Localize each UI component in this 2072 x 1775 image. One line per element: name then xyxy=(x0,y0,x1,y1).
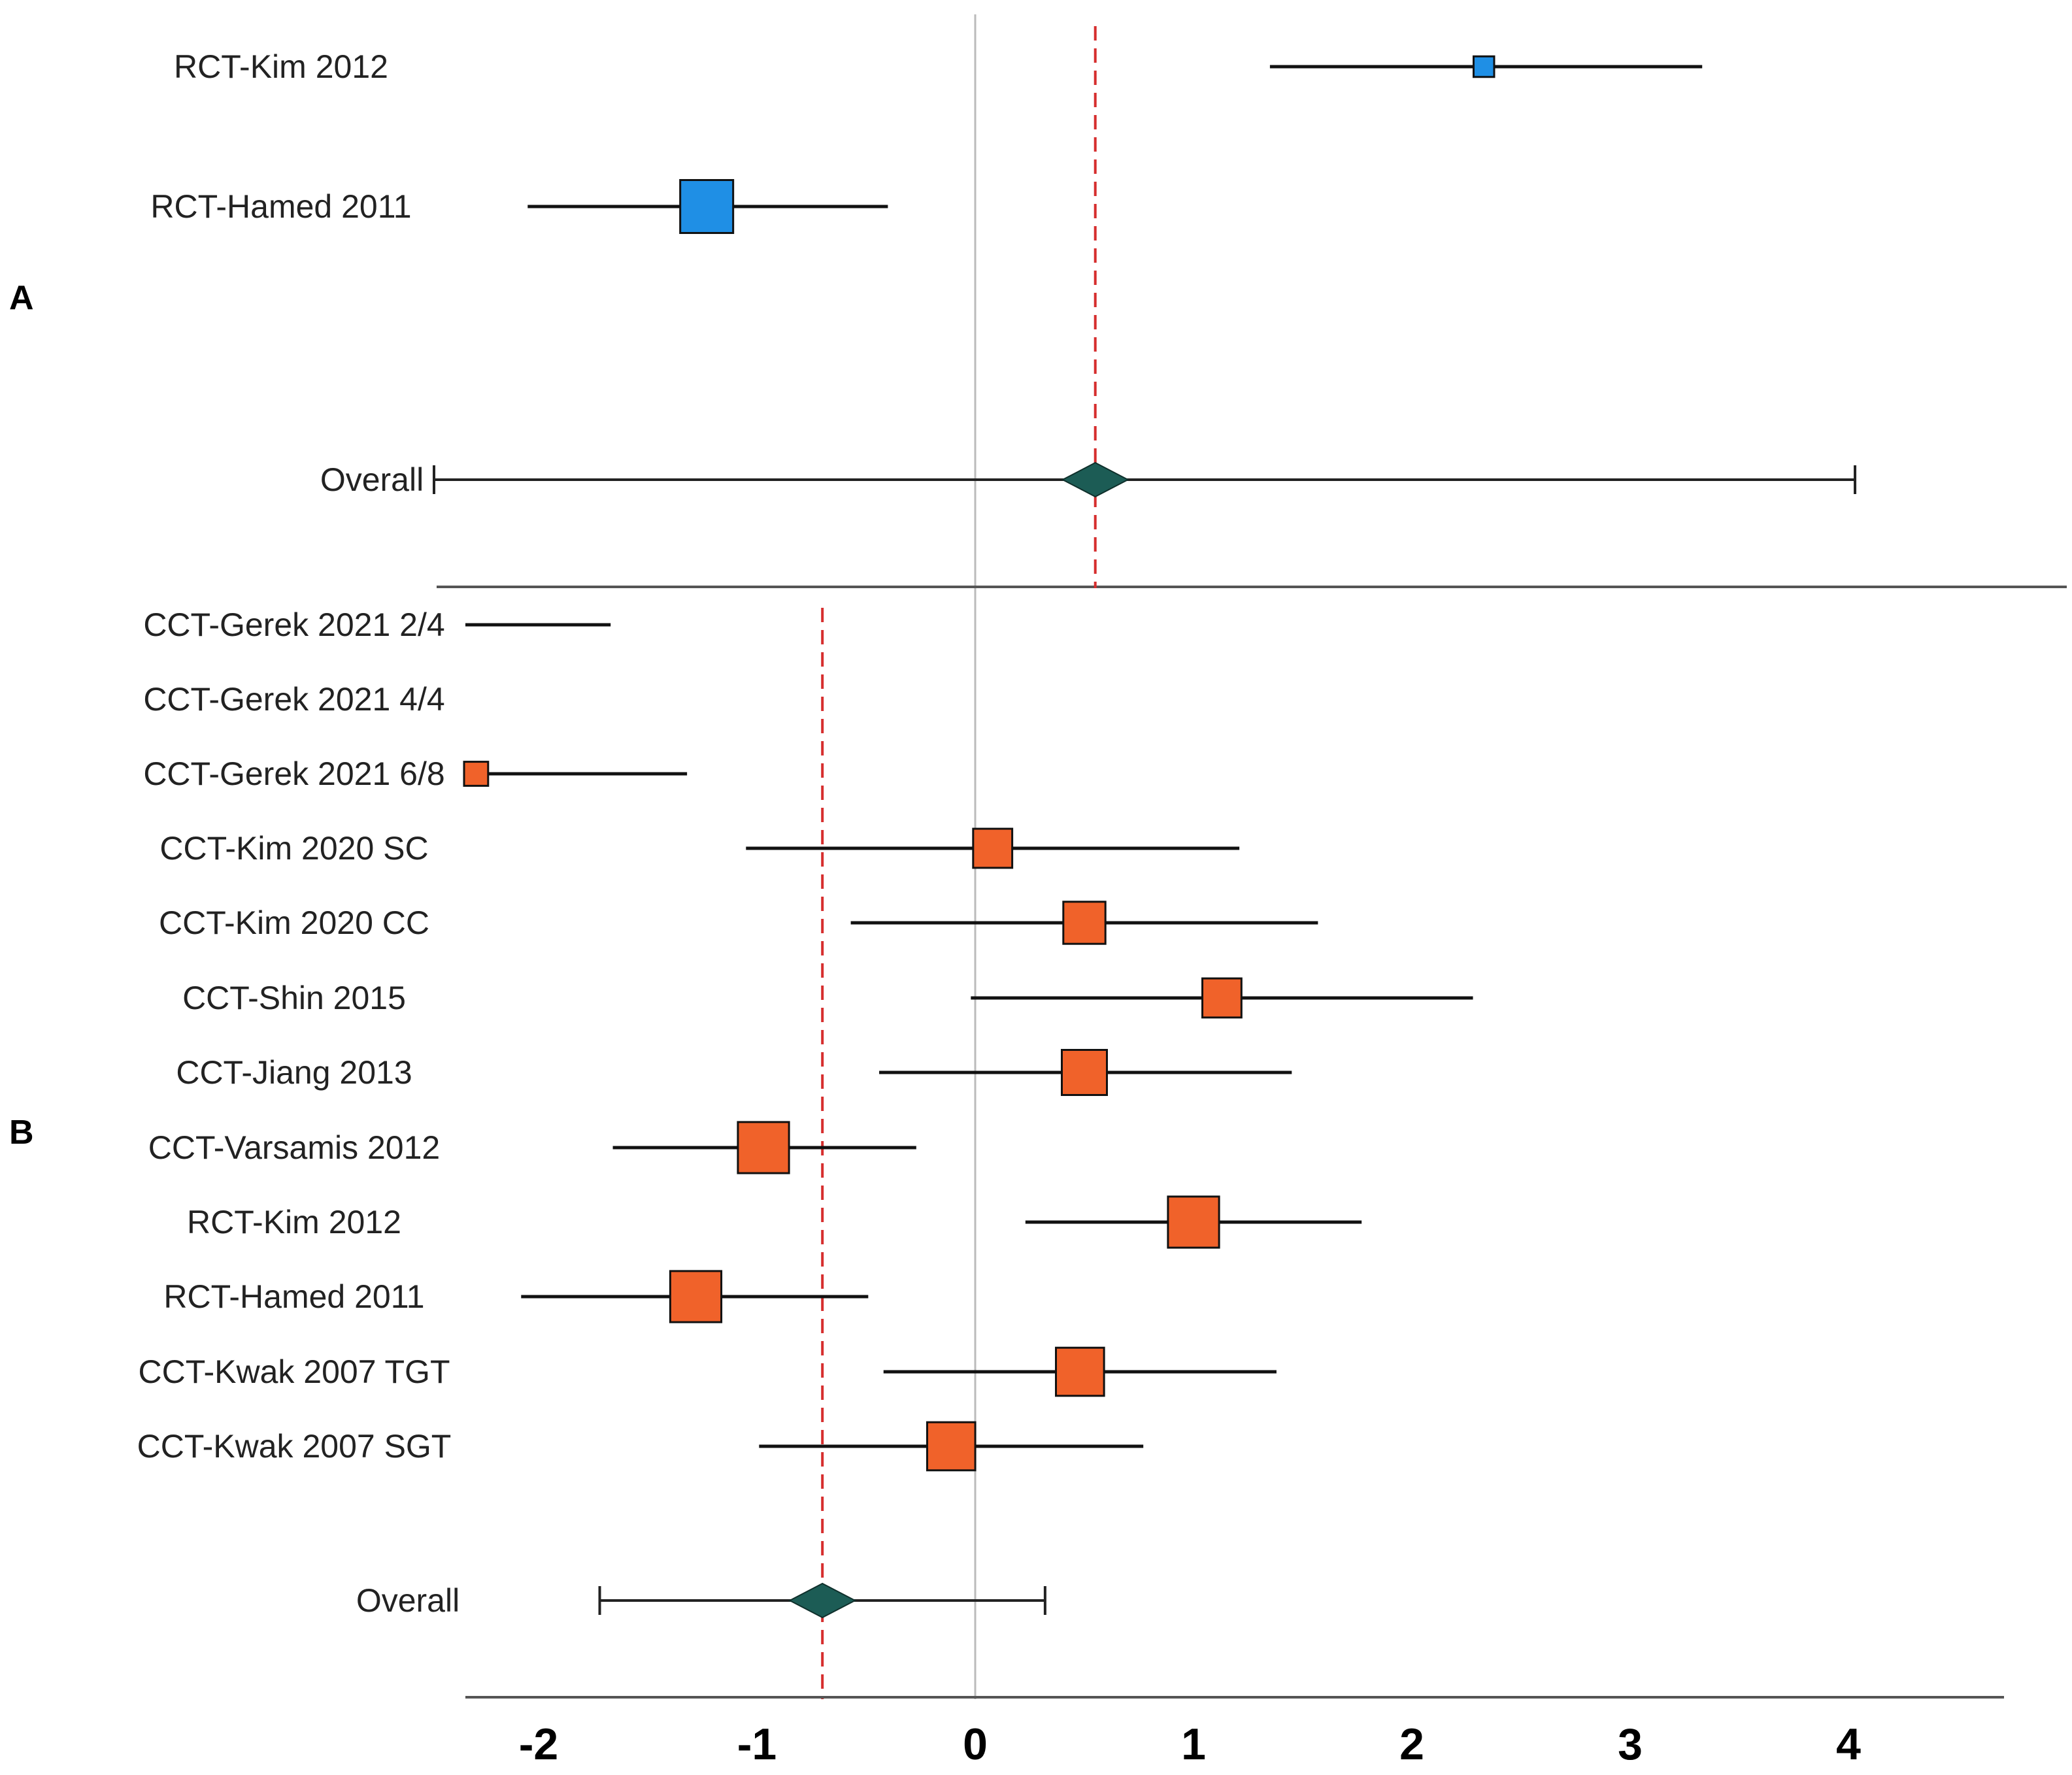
study-estimate-box xyxy=(1201,977,1243,1019)
study-label: CCT-Kim 2020 SC xyxy=(159,830,428,867)
study-estimate-box xyxy=(669,1270,723,1323)
study-label: CCT-Jiang 2013 xyxy=(176,1054,412,1091)
study-label: RCT-Hamed 2011 xyxy=(150,188,411,225)
study-label: CCT-Gerek 2021 2/4 xyxy=(143,606,444,643)
x-tick-label: 0 xyxy=(963,1719,988,1769)
x-tick-label: 2 xyxy=(1399,1719,1424,1769)
overall-label: Overall xyxy=(356,1582,460,1619)
x-tick-label: 1 xyxy=(1181,1719,1206,1769)
study-estimate-box xyxy=(972,827,1014,869)
x-tick-label: -2 xyxy=(519,1719,558,1769)
study-estimate-box xyxy=(1062,901,1107,945)
overall-label: Overall xyxy=(320,461,424,498)
x-tick-label: 4 xyxy=(1836,1719,1861,1769)
study-label: CCT-Kwak 2007 TGT xyxy=(138,1353,450,1390)
study-estimate-box xyxy=(1061,1049,1108,1096)
study-estimate-box xyxy=(463,761,490,787)
study-label: CCT-Gerek 2021 6/8 xyxy=(143,755,444,792)
study-label: CCT-Kwak 2007 SGT xyxy=(137,1428,452,1465)
x-tick-label: -1 xyxy=(737,1719,777,1769)
panel-label-a: A xyxy=(9,279,34,317)
study-label: RCT-Kim 2012 xyxy=(174,48,388,85)
overall-diamond xyxy=(1061,461,1129,498)
study-label: CCT-Gerek 2021 4/4 xyxy=(143,681,444,718)
study-label: CCT-Kim 2020 CC xyxy=(159,904,429,941)
study-estimate-box xyxy=(926,1421,977,1472)
study-label: CCT-Shin 2015 xyxy=(182,980,406,1016)
overall-diamond xyxy=(788,1582,857,1619)
panel-label-b: B xyxy=(9,1114,34,1152)
study-estimate-box xyxy=(1055,1346,1105,1397)
study-estimate-box xyxy=(679,179,735,234)
x-tick-label: 3 xyxy=(1618,1719,1643,1769)
study-estimate-box xyxy=(1167,1195,1220,1249)
study-estimate-box xyxy=(737,1121,790,1174)
study-estimate-box xyxy=(1472,55,1496,78)
study-label: RCT-Hamed 2011 xyxy=(163,1278,424,1315)
study-label: CCT-Varsamis 2012 xyxy=(148,1129,440,1166)
study-label: RCT-Kim 2012 xyxy=(187,1204,401,1240)
